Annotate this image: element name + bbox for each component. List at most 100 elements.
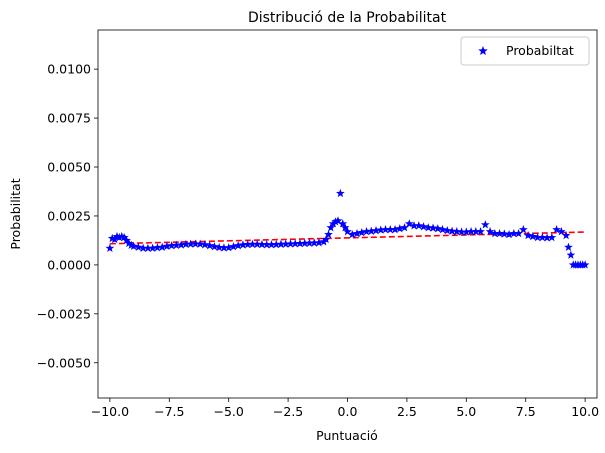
data-point	[336, 188, 345, 198]
y-tick-label: 0.0025	[47, 208, 91, 223]
data-point	[262, 240, 272, 249]
data-point	[400, 223, 409, 232]
data-point	[238, 240, 248, 249]
data-point	[362, 227, 371, 236]
data-point	[480, 220, 490, 229]
data-point	[134, 242, 143, 251]
data-point	[514, 228, 523, 238]
data-point	[490, 228, 500, 238]
data-point	[119, 232, 129, 242]
data-point	[499, 229, 509, 238]
data-point	[286, 239, 295, 248]
data-point	[340, 223, 350, 232]
data-point	[564, 242, 573, 251]
legend-label: Probabiltat	[506, 43, 574, 58]
data-point	[580, 260, 590, 269]
data-point	[305, 238, 314, 247]
data-point	[328, 219, 338, 228]
data-point	[409, 221, 419, 230]
data-point	[552, 225, 561, 234]
data-point	[438, 225, 447, 234]
data-point	[428, 223, 438, 232]
data-point	[542, 233, 552, 242]
data-point	[433, 224, 443, 233]
y-tick-label: 0.0100	[47, 62, 91, 77]
scatter-points-layer	[105, 188, 590, 269]
data-point	[105, 243, 115, 252]
data-point	[461, 227, 471, 236]
y-axis: −0.0050 −0.0025 0.0000 0.0025 0.0050 0.0075 0.…	[37, 62, 98, 370]
x-tick-label: −10.0	[91, 404, 129, 419]
data-point	[276, 239, 286, 249]
data-point	[172, 240, 181, 250]
data-point	[162, 241, 172, 251]
data-point	[547, 232, 557, 242]
data-point	[457, 227, 466, 236]
x-tick-label: −7.5	[154, 404, 184, 419]
data-point	[115, 232, 124, 242]
data-point	[314, 238, 324, 247]
data-point	[423, 223, 433, 232]
data-point	[233, 241, 243, 250]
data-point	[210, 242, 219, 251]
data-point	[295, 238, 305, 248]
data-point	[214, 242, 224, 252]
data-point	[143, 243, 153, 252]
data-point	[518, 225, 528, 234]
data-point	[181, 239, 191, 249]
data-point	[466, 227, 476, 236]
data-point	[495, 228, 504, 238]
data-point	[338, 219, 348, 228]
data-point	[352, 228, 362, 238]
y-tick-label: 0.0000	[47, 257, 91, 272]
data-point	[191, 239, 200, 248]
y-tick-label: 0.0075	[47, 111, 91, 126]
data-point	[442, 226, 452, 235]
data-point	[414, 221, 424, 230]
data-point	[343, 227, 352, 236]
data-point	[252, 239, 262, 249]
data-point	[290, 239, 300, 248]
y-tick-label: 0.0050	[47, 160, 91, 175]
data-point	[447, 226, 457, 235]
data-point	[509, 228, 519, 238]
data-point	[452, 227, 462, 236]
x-tick-label: 5.0	[456, 404, 476, 419]
data-point	[243, 239, 253, 249]
data-point	[376, 225, 386, 234]
data-point	[471, 227, 481, 236]
chart-title: Distribució de la Probabilitat	[248, 10, 447, 26]
data-point	[321, 234, 331, 244]
data-point	[148, 243, 158, 252]
x-tick-label: 0.0	[338, 404, 358, 419]
data-point	[309, 238, 319, 247]
data-point	[229, 242, 238, 251]
data-point	[331, 217, 340, 226]
data-point	[333, 216, 343, 225]
data-point	[523, 230, 533, 240]
data-point	[110, 234, 120, 244]
data-point	[122, 235, 131, 245]
data-point	[556, 227, 566, 236]
x-tick-label: 2.5	[397, 404, 417, 419]
data-point	[324, 229, 333, 239]
data-point	[390, 225, 400, 234]
data-point	[537, 232, 547, 242]
y-axis-label: Probabilitat	[8, 178, 23, 249]
data-point	[124, 238, 134, 248]
data-point	[381, 225, 390, 234]
data-point	[528, 231, 538, 241]
y-tick-label: −0.0050	[37, 355, 91, 370]
data-point	[347, 229, 357, 239]
x-tick-label: 7.5	[516, 404, 536, 419]
data-point	[224, 243, 234, 252]
legend-box	[460, 36, 590, 66]
data-point	[200, 240, 210, 249]
data-point	[404, 219, 414, 228]
data-point	[566, 250, 576, 259]
legend: Probabiltat	[460, 36, 590, 66]
y-tick-label: −0.0025	[37, 306, 91, 321]
data-point	[129, 241, 139, 251]
x-tick-label: −2.5	[273, 404, 303, 419]
